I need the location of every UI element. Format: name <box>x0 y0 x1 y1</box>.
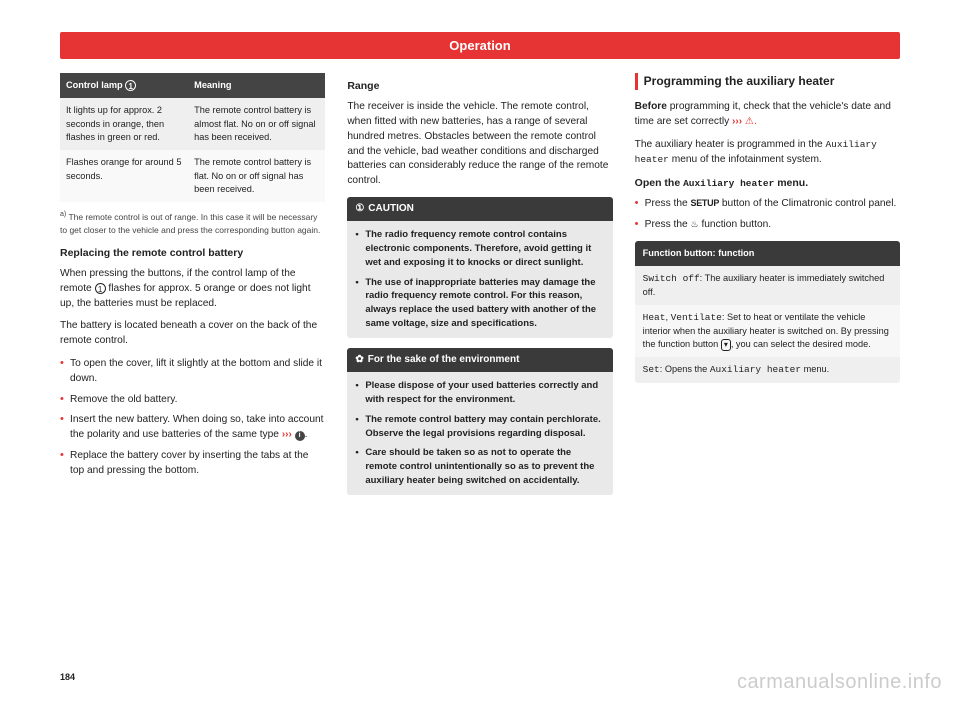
list-item: Insert the new battery. When doing so, t… <box>60 413 325 443</box>
function-button-table: Function button: function Switch off: Th… <box>635 241 900 384</box>
menu-name-mono: Auxiliary heater <box>710 364 801 375</box>
footnote-marker: a) <box>60 211 66 218</box>
text: programming it, check that the vehicle's… <box>635 101 891 127</box>
paragraph: The battery is located beneath a cover o… <box>60 319 325 349</box>
table-row: Heat, Ventilate: Set to heat or ventilat… <box>635 305 900 357</box>
list-item: The radio frequency remote control conta… <box>355 228 604 269</box>
list-item: The remote control battery may contain p… <box>355 413 604 441</box>
column-3: Programming the auxiliary heater Before … <box>635 73 900 505</box>
cross-ref-icon: ››› <box>282 429 292 440</box>
paragraph: The auxiliary heater is programmed in th… <box>635 138 900 168</box>
meaning-cell: The remote control battery is flat. No o… <box>188 150 325 202</box>
remote-badge-icon: 1 <box>95 283 106 294</box>
text-bold: Before <box>635 101 667 112</box>
range-heading: Range <box>347 79 612 94</box>
environment-title: For the sake of the environment <box>368 354 520 365</box>
column-1: Control lamp 1 Meaning It lights up for … <box>60 73 325 505</box>
heater-icon: ♨ <box>691 218 699 231</box>
text: Press the <box>645 198 691 209</box>
list-item: Replace the battery cover by inserting t… <box>60 449 325 479</box>
table-row: It lights up for approx. 2 seconds in or… <box>60 98 325 150</box>
column-2: Range The receiver is inside the vehicle… <box>347 73 612 505</box>
text: The auxiliary heater is programmed in th… <box>635 139 826 150</box>
footnote: a) The remote control is out of range. I… <box>60 210 325 235</box>
range-paragraph: The receiver is inside the vehicle. The … <box>347 100 612 189</box>
environment-box: ✿ For the sake of the environment Please … <box>347 348 612 495</box>
caution-header: ① CAUTION <box>347 197 612 222</box>
dropdown-icon: ▾ <box>721 339 731 351</box>
fn-desc: , you can select the desired mode. <box>731 339 871 349</box>
table-header-meaning: Meaning <box>188 73 325 98</box>
meaning-cell: The remote control battery is almost fla… <box>188 98 325 150</box>
replacing-battery-heading: Replacing the remote control battery <box>60 246 325 261</box>
control-lamp-badge-icon: 1 <box>125 80 136 91</box>
list-item: Remove the old battery. <box>60 393 325 408</box>
info-icon: i <box>295 431 305 441</box>
fn-label: Ventilate <box>671 312 722 323</box>
environment-header: ✿ For the sake of the environment <box>347 348 612 373</box>
page: Operation Control lamp 1 Meaning It ligh… <box>0 0 960 708</box>
list-item: Please dispose of your used batteries co… <box>355 379 604 407</box>
list-item: To open the cover, lift it slightly at t… <box>60 357 325 387</box>
fn-label: Switch off <box>643 273 700 284</box>
caution-icon: ① <box>355 203 364 214</box>
text: Open the <box>635 177 683 189</box>
text: menu of the infotainment system. <box>669 154 822 165</box>
caution-body: The radio frequency remote control conta… <box>347 221 612 337</box>
page-header: Operation <box>60 32 900 59</box>
table-row: Switch off: The auxiliary heater is imme… <box>635 266 900 305</box>
fn-label: Heat <box>643 312 666 323</box>
control-lamp-label: Control lamp <box>66 80 123 90</box>
paragraph: Before programming it, check that the ve… <box>635 100 900 130</box>
text: menu. <box>774 177 808 189</box>
cross-ref-icon: ››› <box>732 116 742 127</box>
menu-name-mono: Auxiliary heater <box>683 178 774 189</box>
page-number: 184 <box>60 672 75 682</box>
table-row: Set: Opens the Auxiliary heater menu. <box>635 357 900 383</box>
control-lamp-table: Control lamp 1 Meaning It lights up for … <box>60 73 325 202</box>
environment-body: Please dispose of your used batteries co… <box>347 372 612 494</box>
programming-heading: Programming the auxiliary heater <box>635 73 900 90</box>
text: Press the <box>645 219 691 230</box>
list-item: Press the SETUP button of the Climatroni… <box>635 197 900 212</box>
battery-steps-list: To open the cover, lift it slightly at t… <box>60 357 325 478</box>
list-item: Care should be taken so as not to operat… <box>355 446 604 487</box>
text: button of the Climatronic control panel. <box>719 198 896 209</box>
lamp-cell: It lights up for approx. 2 seconds in or… <box>60 98 188 150</box>
open-menu-heading: Open the Auxiliary heater menu. <box>635 176 900 191</box>
footnote-text: The remote control is out of range. In t… <box>60 212 320 234</box>
text: . <box>305 429 308 440</box>
text: function button. <box>699 219 772 230</box>
list-item: Press the ♨ function button. <box>635 218 900 233</box>
setup-button-icon: SETUP <box>691 198 720 208</box>
function-table-header: Function button: function <box>635 241 900 266</box>
list-item: The use of inappropriate batteries may d… <box>355 276 604 331</box>
content-columns: Control lamp 1 Meaning It lights up for … <box>60 73 900 505</box>
warning-icon: ⚠. <box>742 116 757 127</box>
watermark: carmanualsonline.info <box>737 671 942 694</box>
paragraph: When pressing the buttons, if the contro… <box>60 267 325 311</box>
fn-desc: : Opens the <box>660 364 710 374</box>
caution-title: CAUTION <box>368 203 414 214</box>
lamp-cell: Flashes orange for around 5 seconds. <box>60 150 188 202</box>
fn-label: Set <box>643 364 660 375</box>
open-menu-steps: Press the SETUP button of the Climatroni… <box>635 197 900 233</box>
table-header-control-lamp: Control lamp 1 <box>60 73 188 98</box>
environment-icon: ✿ <box>355 354 363 365</box>
fn-desc: menu. <box>801 364 829 374</box>
caution-box: ① CAUTION The radio frequency remote cont… <box>347 197 612 338</box>
table-row: Flashes orange for around 5 seconds. The… <box>60 150 325 202</box>
